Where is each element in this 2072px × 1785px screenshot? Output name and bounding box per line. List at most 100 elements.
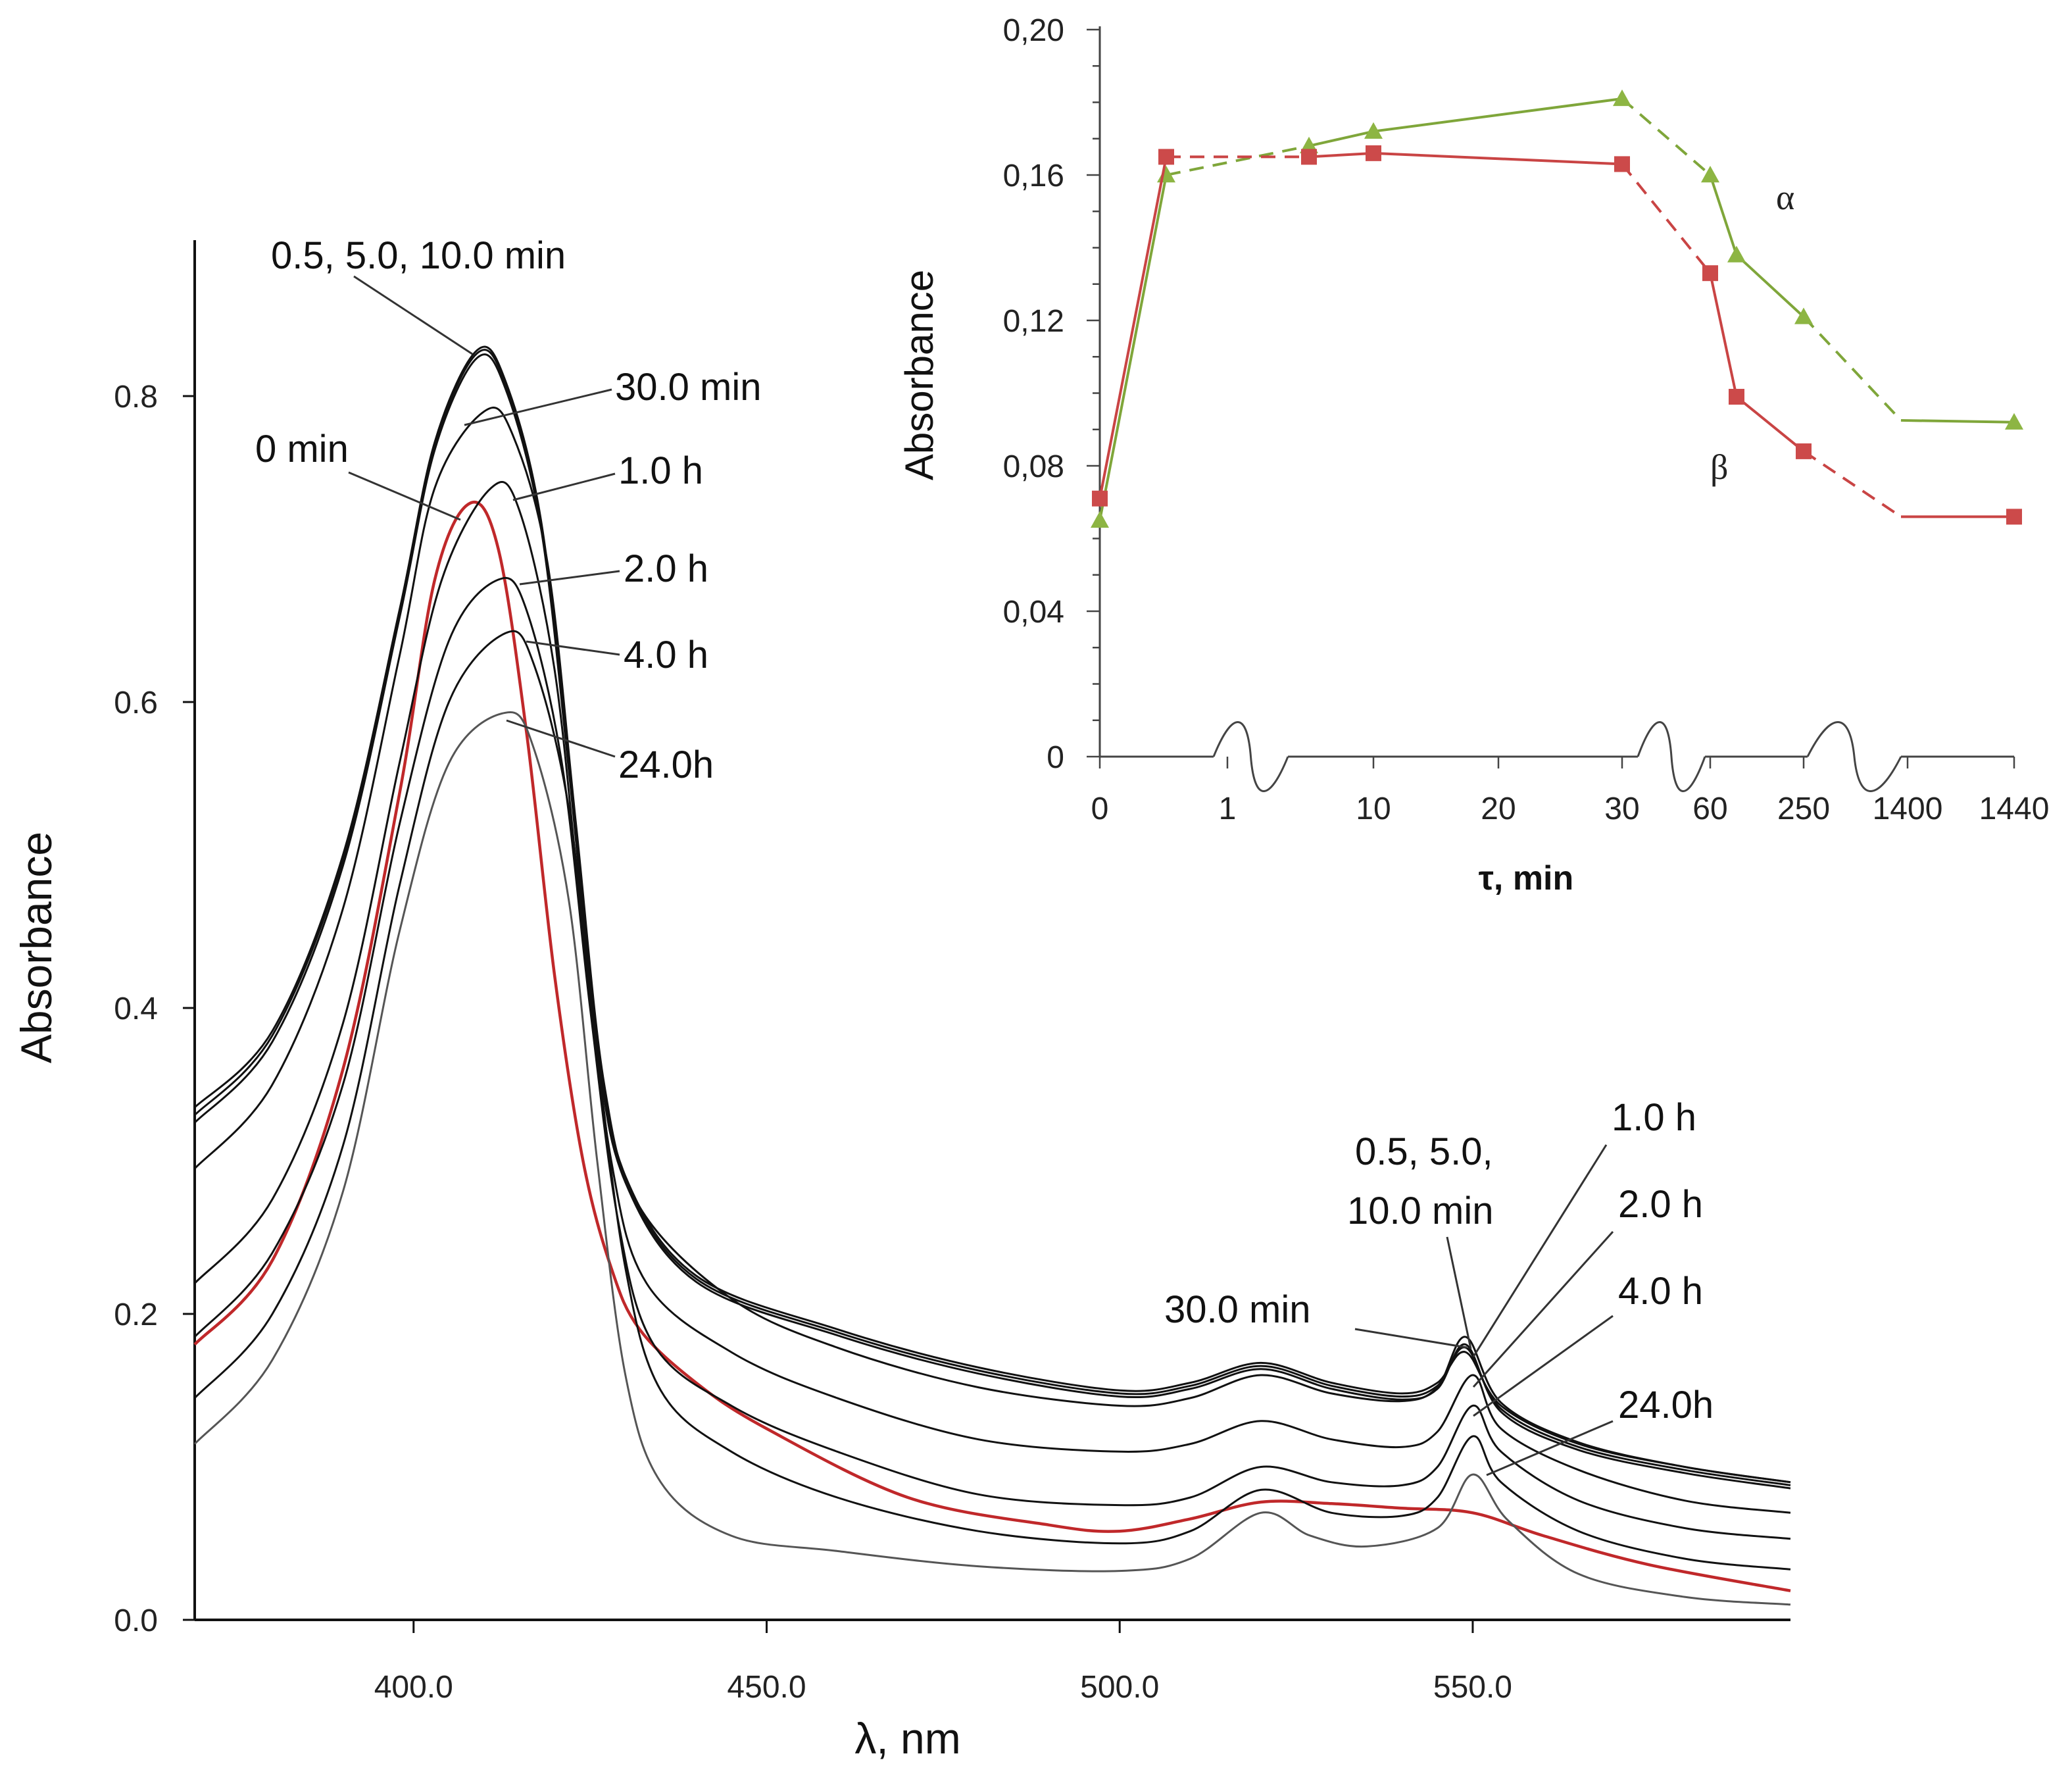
inset-series-segment-beta xyxy=(1735,395,1805,453)
inset-y-tick-label: 0 xyxy=(1047,740,1064,775)
inset-series-segment-alpha xyxy=(1802,316,1902,422)
inset-x-tick-label: 1440 xyxy=(1979,792,2050,826)
inset-x-tick-label: 1400 xyxy=(1873,792,1943,826)
inset-series-segment-alpha xyxy=(1166,144,1310,176)
y-axis-title: Absorbance xyxy=(12,832,61,1063)
y-tick-label: 0.0 xyxy=(114,1603,158,1638)
inset-series-segment-beta xyxy=(1621,163,1712,274)
inset-x-tick-label: 20 xyxy=(1481,792,1516,826)
inset-point-beta xyxy=(1729,389,1744,405)
inset-series-segment-beta xyxy=(1802,450,1902,518)
spectrum-line-2-0-h xyxy=(193,576,1791,1540)
inset-point-beta xyxy=(1092,490,1108,507)
inset-y-axis-title: Absorbance xyxy=(897,270,941,480)
spectrum-line-30-0-min xyxy=(193,407,1791,1484)
label-peak-4-0-h: 4.0 h xyxy=(624,634,708,676)
label-qband-2-0-h: 2.0 h xyxy=(1618,1183,1703,1226)
y-tick-label: 0.6 xyxy=(114,686,158,720)
label-qband-4-0-h: 4.0 h xyxy=(1618,1270,1703,1313)
inset-kinetics-chart: 0 0,04 0,08 0,12 0,16 0,20 0 1 10 20 30 60 250 1400 14… xyxy=(897,13,2049,897)
spectrum-line-4-0-h xyxy=(193,630,1791,1571)
inset-point-beta xyxy=(1366,145,1381,161)
inset-x-tick-label: 60 xyxy=(1692,792,1727,826)
spectrum-line-0-min xyxy=(193,501,1791,1593)
inset-point-alpha xyxy=(1364,122,1383,139)
inset-y-tick-label: 0,08 xyxy=(1003,449,1064,484)
inset-point-alpha xyxy=(1091,511,1109,528)
label-peak-24-0h: 24.0h xyxy=(618,743,714,786)
inset-series-segment-alpha xyxy=(1735,254,1805,318)
inset-series-label-alpha: α xyxy=(1776,178,1794,217)
x-tick-label: 450.0 xyxy=(727,1670,806,1705)
x-tick-label: 400.0 xyxy=(374,1670,453,1705)
inset-point-beta xyxy=(1158,149,1174,165)
axis-break-wave xyxy=(1637,721,1706,792)
inset-series-segment-alpha xyxy=(1621,97,1712,176)
spectrum-line-1-0-h xyxy=(193,481,1791,1514)
annotation-leader-line xyxy=(1472,1230,1614,1388)
inset-point-beta xyxy=(1301,149,1317,165)
inset-x-tick-label: 10 xyxy=(1356,792,1391,826)
spectrum-line-0-5-min xyxy=(193,345,1791,1484)
label-qband-1-0-h: 1.0 h xyxy=(1612,1096,1696,1139)
spectrum-line-10-0-min xyxy=(193,353,1791,1490)
label-qband-24-0h: 24.0h xyxy=(1618,1384,1714,1426)
inset-point-alpha xyxy=(1701,166,1719,183)
label-peak-30-min: 30.0 min xyxy=(615,366,761,409)
label-peak-1-0-h: 1.0 h xyxy=(618,449,703,492)
inset-point-beta xyxy=(1796,443,1812,459)
annotation-leader-line xyxy=(1446,1236,1472,1349)
annotation-leader-line xyxy=(526,640,620,656)
inset-point-alpha xyxy=(1794,307,1813,324)
inset-point-beta xyxy=(1702,265,1718,282)
spectrum-line-5-0-min xyxy=(193,349,1791,1486)
inset-x-axis-title: τ, min xyxy=(1479,859,1574,897)
label-qband-0-5-5-0: 0.5, 5.0, xyxy=(1355,1130,1493,1173)
annotation-leader-line xyxy=(1472,1144,1608,1357)
annotation-leader-line xyxy=(512,472,616,501)
label-peak-0-min: 0 min xyxy=(255,428,349,470)
y-tick-label: 0.2 xyxy=(114,1297,158,1332)
inset-series-segment-beta xyxy=(1308,151,1374,159)
inset-series-segment-alpha xyxy=(1098,174,1168,521)
inset-x-tick-label: 0 xyxy=(1091,792,1109,826)
inset-x-tick-label: 30 xyxy=(1604,792,1639,826)
annotation-leader-line xyxy=(1486,1420,1614,1476)
annotation-leader-line xyxy=(348,471,461,521)
inset-series-segment-beta xyxy=(1709,272,1738,397)
inset-point-beta xyxy=(2006,509,2022,525)
axis-break-wave xyxy=(1212,721,1289,792)
annotation-leader-line xyxy=(519,570,620,586)
inset-y-tick-label: 0,20 xyxy=(1003,13,1064,48)
y-tick-label: 0.8 xyxy=(114,380,158,415)
annotation-leader-line xyxy=(464,388,612,426)
annotation-leader-line xyxy=(506,719,616,758)
inset-point-beta xyxy=(1614,156,1630,172)
x-tick-label: 550.0 xyxy=(1433,1670,1512,1705)
axis-break-wave xyxy=(1806,721,1902,792)
spectrum-line-24-0h xyxy=(193,711,1791,1606)
annotation-leader-line xyxy=(353,275,473,355)
inset-point-alpha xyxy=(2005,413,2023,430)
inset-y-tick-label: 0,16 xyxy=(1003,159,1064,193)
main-spectrum-chart: 0.0 0.2 0.4 0.6 0.8 400.0 450.0 500.0 550.0 λ, nm… xyxy=(12,234,1791,1763)
inset-x-tick-label: 1 xyxy=(1219,792,1237,826)
annotation-leader-line xyxy=(1473,1315,1614,1417)
y-tick-label: 0.4 xyxy=(114,992,158,1026)
inset-y-tick-label: 0,04 xyxy=(1003,595,1064,630)
label-peak-2-0-h: 2.0 h xyxy=(624,547,708,590)
inset-series-segment-alpha xyxy=(1900,418,2015,424)
inset-series-segment-beta xyxy=(1373,151,1623,166)
inset-series-segment-alpha xyxy=(1373,97,1623,133)
inset-series-segment-beta xyxy=(1098,156,1168,499)
x-axis-title: λ, nm xyxy=(854,1714,960,1763)
inset-point-alpha xyxy=(1727,245,1746,263)
label-peak-0-5-5-10-min: 0.5, 5.0, 10.0 min xyxy=(271,234,566,277)
inset-series-segment-alpha xyxy=(1709,174,1738,256)
inset-series-label-beta: β xyxy=(1710,447,1728,487)
label-qband-30-min: 30.0 min xyxy=(1164,1288,1310,1331)
inset-y-tick-label: 0,12 xyxy=(1003,304,1064,339)
inset-series-segment-alpha xyxy=(1308,130,1374,147)
label-qband-10-min: 10.0 min xyxy=(1347,1190,1493,1232)
